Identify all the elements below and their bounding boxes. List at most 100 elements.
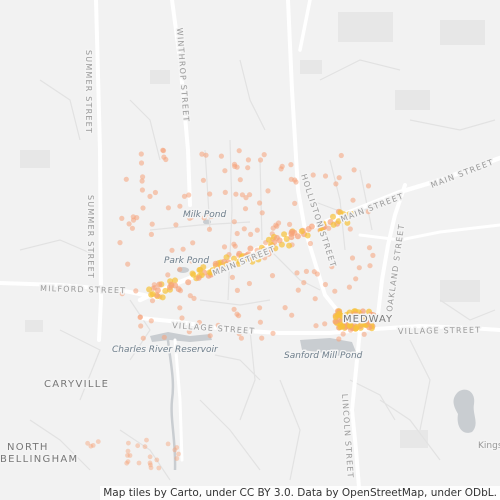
density-point (172, 447, 178, 453)
density-point (257, 319, 263, 325)
density-point (203, 152, 209, 158)
village-street (138, 316, 500, 335)
density-point (329, 264, 335, 270)
village-street-label-2: VILLAGE STREET (398, 326, 482, 336)
density-point (351, 167, 357, 173)
density-point (241, 226, 247, 232)
density-point (255, 250, 262, 257)
density-point (142, 444, 148, 450)
density-point (177, 266, 183, 272)
density-point (212, 260, 219, 267)
density-point (181, 193, 188, 199)
density-point (312, 296, 318, 302)
density-point (174, 456, 180, 461)
density-point (195, 274, 202, 281)
density-point (292, 200, 298, 206)
density-point (291, 229, 298, 236)
density-point (245, 165, 251, 171)
density-point (248, 231, 254, 237)
north-bellingham-label-line1: NORTH (7, 442, 49, 453)
milk-pond-label: Milk Pond (183, 210, 226, 220)
density-point (179, 315, 185, 321)
density-point (177, 203, 183, 209)
density-point (125, 448, 131, 454)
route-north (298, 0, 312, 52)
density-point (162, 287, 169, 294)
density-point (218, 265, 225, 272)
density-point (371, 316, 378, 323)
density-point (293, 179, 299, 185)
density-point (147, 454, 153, 460)
density-point (147, 460, 153, 466)
density-point (139, 178, 145, 184)
density-point (172, 277, 178, 284)
density-point (282, 305, 288, 311)
density-point (149, 291, 156, 297)
density-point (138, 323, 144, 329)
density-point (223, 254, 230, 261)
density-point (335, 218, 342, 225)
density-point (259, 335, 265, 341)
density-point (333, 181, 339, 187)
density-point (245, 157, 251, 163)
density-point (356, 265, 362, 271)
density-point (346, 284, 352, 290)
summer-street-label: SUMMER STREET (84, 50, 93, 134)
density-point (367, 263, 373, 269)
density-point (232, 163, 238, 169)
density-point (234, 230, 240, 237)
landuse-layer (20, 12, 485, 448)
summer-street-label-2: SUMMER STREET (86, 195, 95, 279)
density-point (234, 287, 240, 293)
density-point (208, 213, 214, 220)
milford-street-label: MILFORD STREET (40, 284, 126, 295)
density-point (88, 443, 94, 449)
density-point (242, 206, 249, 212)
density-point (135, 443, 141, 449)
density-point (146, 286, 153, 293)
density-point (322, 281, 328, 288)
density-point (368, 311, 375, 318)
density-point (200, 264, 207, 270)
density-point (124, 460, 130, 466)
density-point (125, 453, 130, 458)
density-points-layer (85, 147, 378, 471)
density-point (278, 166, 284, 172)
density-point (234, 311, 240, 317)
density-point (125, 261, 131, 267)
density-point (268, 241, 274, 248)
density-point (330, 213, 336, 220)
kings-label: Kings (478, 441, 500, 451)
pond-southeast (453, 389, 476, 433)
density-point (165, 272, 171, 278)
density-point (127, 453, 133, 458)
density-point (370, 252, 376, 258)
density-point (196, 319, 202, 326)
density-point (169, 247, 175, 253)
density-point (288, 162, 294, 168)
density-point (310, 172, 316, 178)
density-point (273, 234, 280, 241)
density-point (330, 221, 337, 228)
winthrop-street-label: WINTHROP STREET (175, 28, 191, 123)
density-point (126, 221, 132, 227)
density-point (320, 220, 327, 227)
density-point (307, 240, 313, 247)
density-point (187, 293, 193, 299)
density-point (336, 336, 342, 342)
density-point (304, 232, 311, 239)
road-east (358, 223, 500, 242)
map-attribution[interactable]: Map tiles by Carto, under CC BY 3.0. Dat… (100, 486, 500, 500)
density-point (151, 282, 157, 288)
density-point (257, 157, 264, 163)
density-point (257, 200, 263, 206)
place-labels: MEDWAY CARYVILLE NORTH BELLINGHAM Kings (0, 313, 500, 467)
density-point (136, 460, 142, 466)
density-point (221, 244, 228, 250)
density-point (125, 459, 131, 464)
density-point (165, 441, 171, 447)
density-point (353, 276, 359, 282)
density-point (295, 287, 301, 293)
